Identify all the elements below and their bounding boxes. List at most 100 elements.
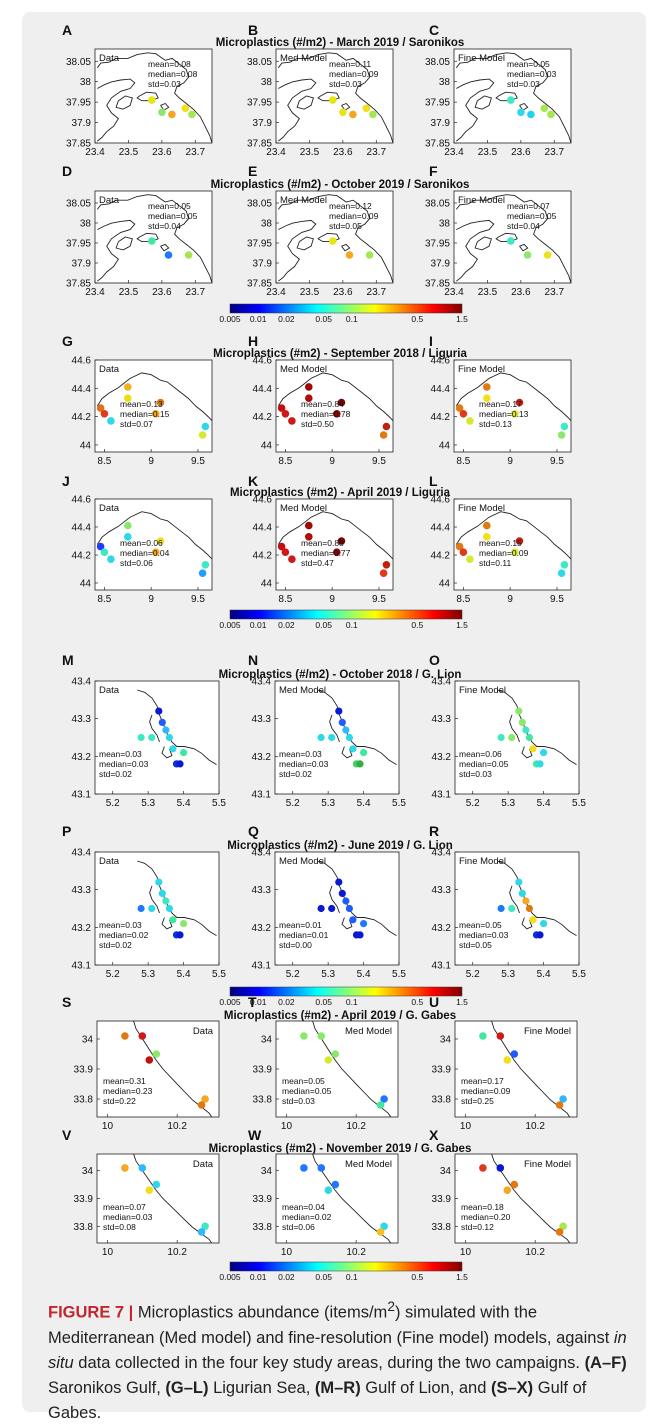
x-tick-label: 9.5: [191, 456, 205, 467]
sample-point: [162, 897, 170, 905]
coastline-path: [456, 219, 495, 282]
sample-point: [356, 931, 364, 939]
panel-label: Fine Model: [459, 856, 506, 867]
sample-point: [525, 904, 534, 913]
panel-letter: R: [429, 823, 439, 839]
y-tick-label: 43.3: [432, 714, 452, 725]
coastline-path: [278, 78, 317, 142]
sample-point: [483, 394, 491, 403]
colorbar-tick-label: 1.5: [456, 997, 468, 1007]
caption-part-d: (S–X): [490, 1378, 534, 1397]
coastline-path: [149, 885, 160, 914]
sample-point: [349, 110, 357, 119]
x-tick-label: 5.4: [537, 798, 551, 809]
panel-stat: mean=0.03: [99, 920, 142, 930]
x-tick-label: 5.5: [392, 969, 406, 980]
y-tick-label: 33.8: [74, 1095, 94, 1106]
coastline-path: [329, 714, 340, 743]
sample-point: [148, 96, 156, 104]
x-tick-label: 23.4: [266, 147, 286, 158]
sample-point: [337, 537, 346, 545]
sample-point: [376, 1228, 385, 1236]
x-tick-label: 5.5: [212, 969, 226, 980]
panel-stat: std=0.06: [282, 1222, 315, 1232]
x-tick-label: 23.6: [511, 287, 531, 298]
sample-point: [511, 548, 519, 556]
panel-stat: median=0.08: [148, 69, 198, 79]
y-tick-label: 37.9: [431, 118, 451, 129]
panel-stat: median=0.05: [459, 759, 509, 769]
coastline-path: [474, 236, 492, 251]
y-tick-label: 43.2: [72, 752, 92, 763]
row-title: Microplastics (#m2) - November 2019 / G.…: [209, 1143, 472, 1155]
x-tick-label: 5.5: [212, 798, 226, 809]
panel-label: Data: [99, 53, 120, 64]
sample-point: [188, 110, 196, 119]
panel-label: Data: [99, 503, 120, 514]
caption-text-b: Ligurian Sea,: [208, 1378, 315, 1397]
x-tick-label: 5.3: [321, 969, 335, 980]
panel-label: Fine Model: [458, 53, 505, 64]
y-tick-label: 44.6: [72, 356, 92, 367]
sample-point: [515, 398, 524, 407]
panel-stat: std=0.03: [329, 79, 362, 89]
x-tick-label: 10: [460, 1247, 472, 1258]
colorbar-tick-label: 0.02: [278, 620, 295, 630]
sample-point: [148, 237, 156, 245]
colorbar-3: 0.005 0.01 0.02 0.05 0.1 0.5 1.5: [219, 609, 468, 630]
coastline-path: [455, 52, 571, 143]
y-tick-label: 38.05: [425, 57, 450, 68]
map-frame: [454, 1020, 578, 1118]
panel-label: Data: [193, 1159, 214, 1170]
y-tick-label: 34: [440, 1166, 452, 1177]
sample-point: [503, 1186, 512, 1194]
coastline-path: [519, 243, 529, 252]
colorbar-tick-label: 0.1: [346, 1272, 358, 1282]
y-tick-label: 44: [261, 579, 273, 590]
y-tick-label: 37.85: [66, 279, 91, 290]
coastline-path: [455, 511, 571, 560]
sample-point: [455, 404, 464, 412]
panel-letter: O: [429, 652, 440, 668]
y-tick-label: 44.6: [253, 495, 273, 506]
sample-point: [518, 889, 526, 898]
panel-label: Fine Model: [458, 503, 505, 514]
x-tick-label: 23.5: [478, 287, 498, 298]
colorbar-tick-label: 0.02: [278, 314, 295, 324]
y-tick-label: 33.8: [74, 1222, 94, 1233]
panel-stat: mean=0.12: [329, 201, 372, 211]
colorbar-bar: [229, 986, 463, 997]
panel-stat: mean=0.17: [479, 399, 522, 409]
y-tick-label: 37.9: [253, 118, 273, 129]
sample-point: [300, 1164, 308, 1172]
sample-point: [156, 537, 165, 545]
panel-stat: mean=0.13: [120, 399, 163, 409]
panel-stat: std=0.11: [479, 558, 511, 568]
x-tick-label: 10.2: [346, 1121, 366, 1132]
y-tick-label: 38: [439, 219, 451, 230]
sample-point: [300, 1032, 308, 1040]
sample-point: [317, 904, 325, 913]
x-tick-label: 9.5: [372, 456, 386, 467]
panel-stat: median=0.15: [120, 409, 170, 419]
y-tick-label: 37.9: [431, 259, 451, 270]
coastline-path: [161, 917, 173, 930]
sample-point: [547, 110, 555, 119]
y-tick-label: 34: [82, 1035, 94, 1046]
sample-point: [540, 104, 549, 113]
sample-point: [155, 878, 163, 886]
panel-letter: X: [429, 1127, 439, 1143]
sample-point: [335, 878, 343, 886]
sample-point: [201, 422, 210, 431]
sample-point: [360, 749, 368, 757]
panel-letter: S: [62, 994, 71, 1010]
sample-point: [369, 110, 377, 119]
y-tick-label: 34: [82, 1166, 94, 1177]
panel-label: Data: [99, 856, 120, 867]
panel-stat: mean=0.05: [148, 201, 191, 211]
x-tick-label: 9: [329, 456, 335, 467]
figure-7: Microplastics (#/m2) - March 2019 / Saro…: [62, 22, 586, 1282]
